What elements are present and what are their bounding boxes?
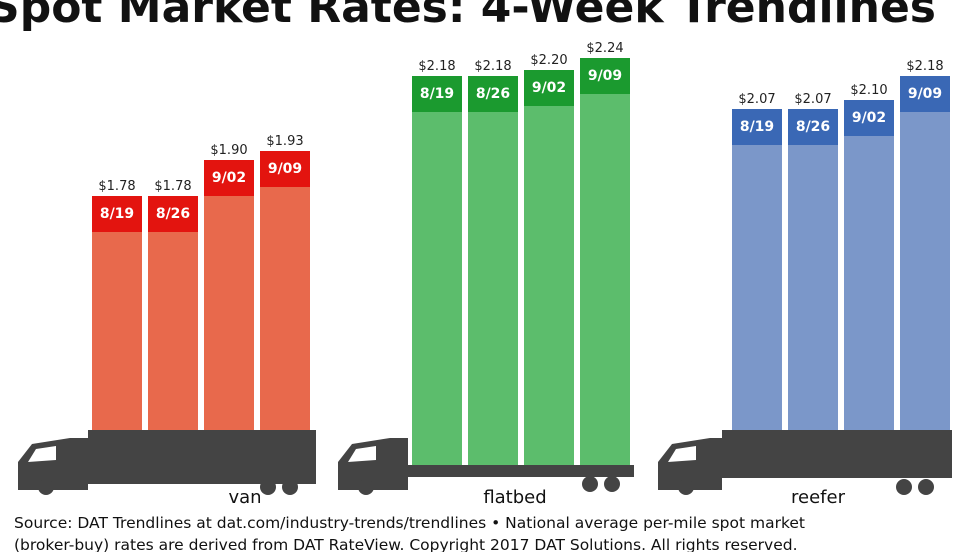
bar xyxy=(204,160,254,430)
bar xyxy=(148,196,198,430)
bar xyxy=(260,151,310,430)
value-label: $1.93 xyxy=(266,134,303,149)
van-truck xyxy=(18,430,316,495)
reefer-truck xyxy=(658,430,952,495)
value-label: $2.18 xyxy=(906,59,943,74)
source-line: (broker-buy) rates are derived from DAT … xyxy=(14,536,798,552)
value-label: $2.07 xyxy=(738,92,775,107)
flatbed-truck xyxy=(338,438,634,495)
date-label: 8/19 xyxy=(740,119,774,135)
panel-label: van xyxy=(228,487,261,508)
value-label: $2.10 xyxy=(850,83,887,98)
bar xyxy=(468,76,518,465)
bar xyxy=(412,76,462,465)
date-box xyxy=(900,76,950,112)
date-label: 9/09 xyxy=(908,86,942,102)
date-label: 9/02 xyxy=(532,80,566,96)
date-label: 9/09 xyxy=(268,161,302,177)
date-label: 8/26 xyxy=(796,119,830,135)
date-label: 8/26 xyxy=(476,86,510,102)
value-label: $2.24 xyxy=(586,41,623,56)
value-label: $1.78 xyxy=(98,179,135,194)
date-box xyxy=(524,70,574,106)
value-label: $2.20 xyxy=(530,53,567,68)
bar xyxy=(92,196,142,430)
panel-label: reefer xyxy=(791,487,846,508)
date-box xyxy=(468,76,518,112)
date-box xyxy=(260,151,310,187)
date-box xyxy=(204,160,254,196)
value-label: $1.90 xyxy=(210,143,247,158)
chart-title: Spot Market Rates: 4-Week Trendlines xyxy=(0,0,936,33)
date-label: 9/02 xyxy=(212,170,246,186)
date-box xyxy=(148,196,198,232)
date-box xyxy=(844,100,894,136)
date-label: 9/09 xyxy=(588,68,622,84)
date-box xyxy=(788,109,838,145)
bar xyxy=(788,109,838,430)
date-box xyxy=(92,196,142,232)
bar xyxy=(524,70,574,465)
bar xyxy=(732,109,782,430)
value-label: $2.18 xyxy=(474,59,511,74)
bar xyxy=(844,100,894,430)
value-label: $1.78 xyxy=(154,179,191,194)
date-label: 8/19 xyxy=(100,206,134,222)
date-label: 9/02 xyxy=(852,110,886,126)
date-box xyxy=(580,58,630,94)
bar xyxy=(580,58,630,465)
source-line: Source: DAT Trendlines at dat.com/indust… xyxy=(14,514,805,532)
date-label: 8/26 xyxy=(156,206,190,222)
date-label: 8/19 xyxy=(420,86,454,102)
bar xyxy=(900,76,950,430)
date-box xyxy=(732,109,782,145)
value-label: $2.07 xyxy=(794,92,831,107)
value-label: $2.18 xyxy=(418,59,455,74)
panel-label: flatbed xyxy=(483,487,546,508)
date-box xyxy=(412,76,462,112)
